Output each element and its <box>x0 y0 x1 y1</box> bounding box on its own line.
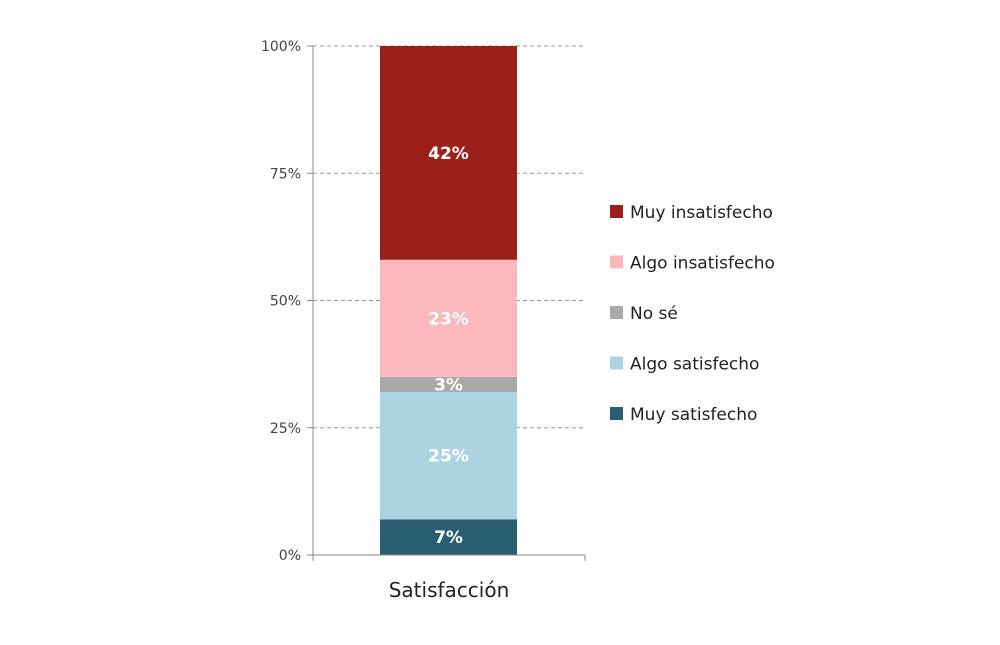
data-label: 42% <box>428 144 469 164</box>
bar-segment <box>380 46 517 260</box>
data-label: 25% <box>428 447 469 467</box>
legend-label: No sé <box>630 304 678 324</box>
bar-segment <box>380 259 517 377</box>
y-tick-label: 50% <box>270 294 301 310</box>
data-label: 3% <box>434 375 463 395</box>
legend-swatch <box>610 306 623 319</box>
bar-segment <box>380 392 517 520</box>
data-label: 23% <box>428 309 469 329</box>
bar-segment <box>380 376 517 393</box>
legend-swatch <box>610 407 623 420</box>
legend-label: Muy insatisfecho <box>630 203 773 223</box>
y-tick-label: 100% <box>261 39 301 55</box>
legend-label: Algo insatisfecho <box>630 254 775 274</box>
y-tick-label: 75% <box>270 166 301 182</box>
y-tick-label: 25% <box>270 421 301 437</box>
legend-swatch <box>610 356 623 370</box>
legend-label: Algo satisfecho <box>630 355 759 375</box>
data-label: 7% <box>434 528 463 548</box>
legend-swatch <box>610 255 623 269</box>
bar-segment <box>380 519 517 555</box>
x-category-label: Satisfacción <box>389 578 510 602</box>
legend-label: Muy satisfecho <box>630 405 757 425</box>
y-tick-label: 0% <box>279 548 301 564</box>
legend-swatch <box>610 205 623 218</box>
